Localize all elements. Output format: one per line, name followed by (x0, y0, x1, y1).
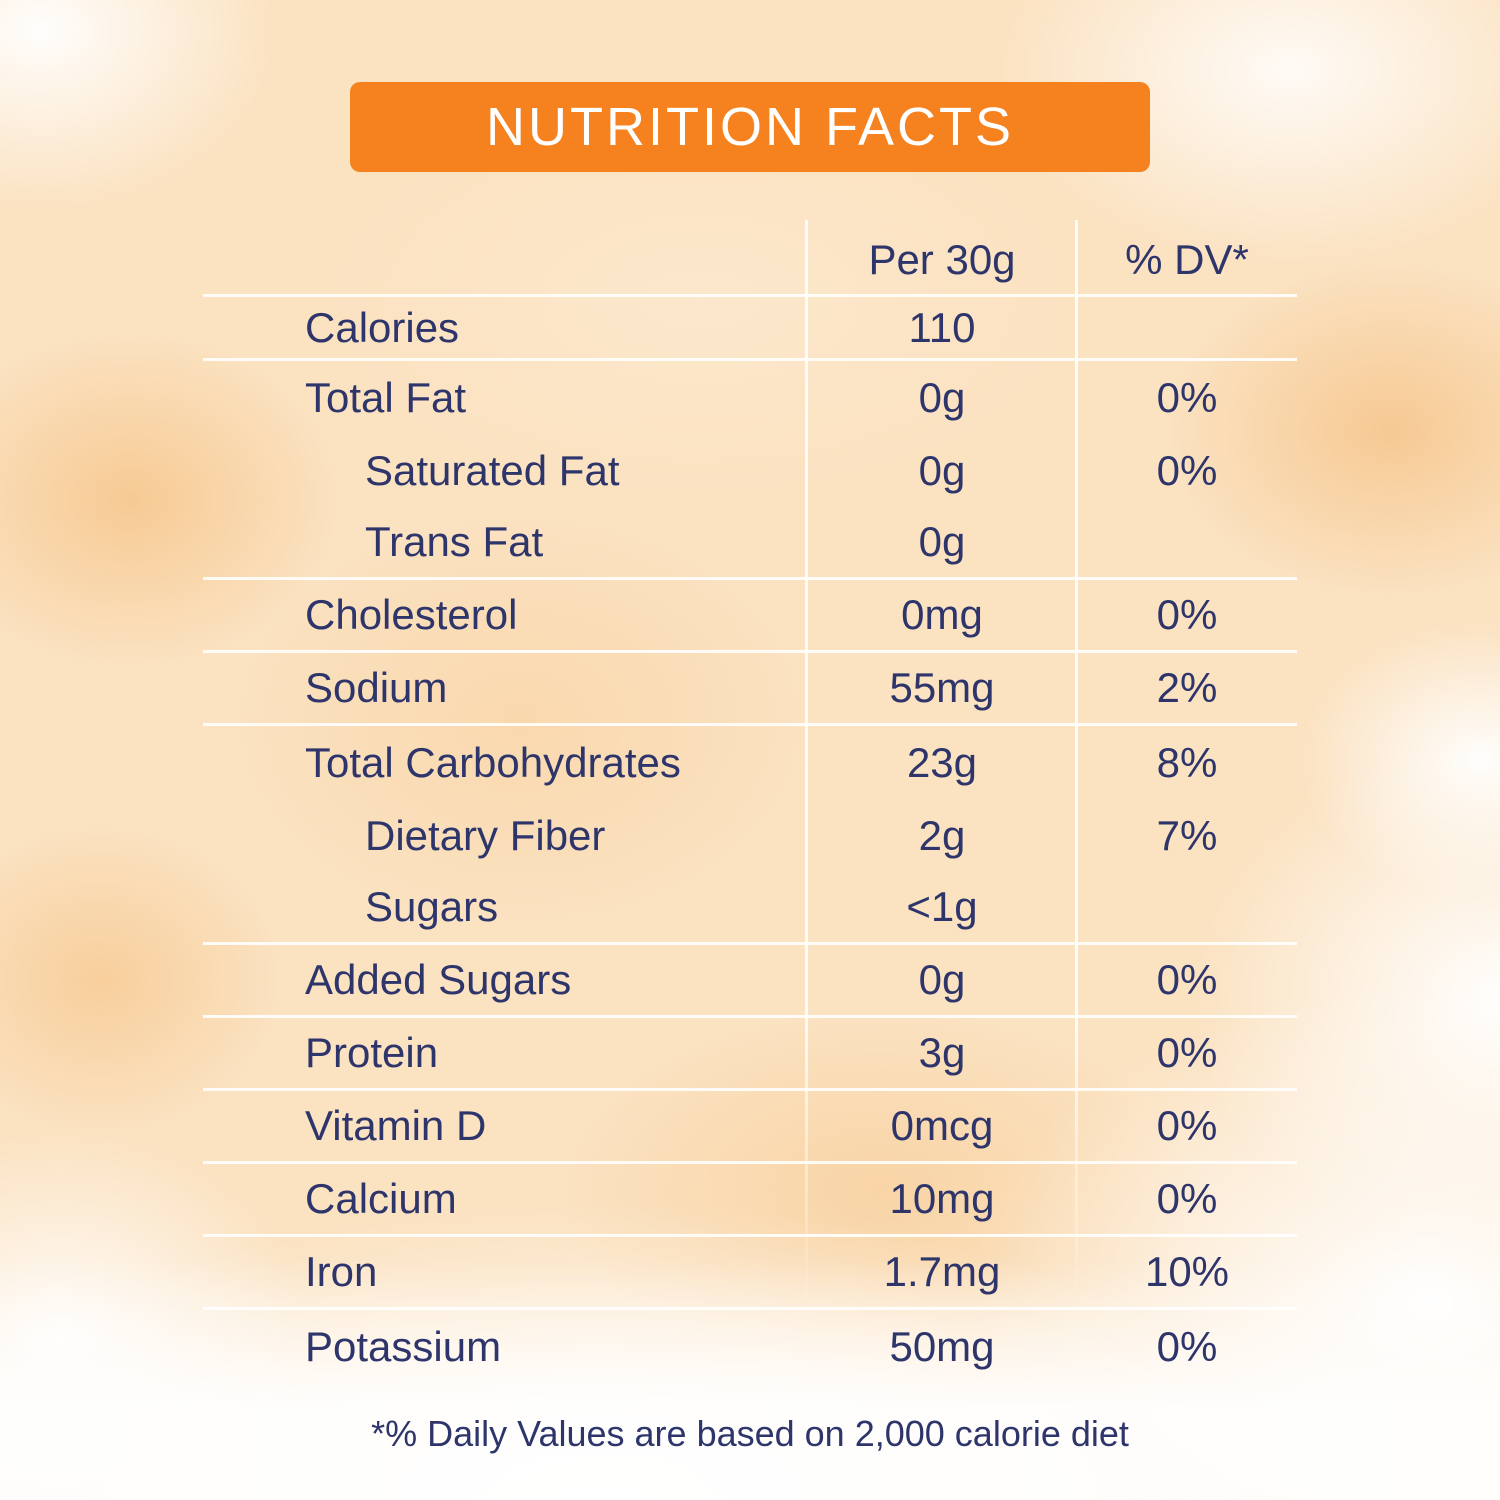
row-dv: 0% (1156, 373, 1218, 421)
table-row: Dietary Fiber 2g 7% (203, 799, 1297, 872)
table-row: Iron 1.7mg 10% (203, 1237, 1297, 1310)
table-rows: Calories 110 Total Fat 0g 0% Saturated F… (203, 297, 1297, 1383)
row-amount: 3g (918, 1029, 966, 1076)
title-banner: NUTRITION FACTS (350, 82, 1150, 172)
table-header-row: Per 30g % DV* (203, 225, 1297, 297)
header-amount-cell: Per 30g (868, 235, 1016, 283)
row-label: Calories (305, 303, 460, 351)
row-dv: 0% (1156, 956, 1218, 1003)
table-row: Vitamin D 0mcg 0% (203, 1091, 1297, 1164)
row-label: Total Carbohydrates (305, 738, 681, 786)
table-row: Sugars <1g (203, 872, 1297, 945)
table-row: Calories 110 (203, 297, 1297, 361)
row-amount: 1.7mg (883, 1248, 1001, 1295)
row-label: Vitamin D (305, 1102, 487, 1149)
row-amount: 0g (918, 518, 966, 565)
footnote: *% Daily Values are based on 2,000 calor… (371, 1413, 1129, 1454)
row-label: Sugars (365, 883, 499, 930)
row-amount: 0g (918, 446, 966, 494)
row-label: Potassium (305, 1322, 502, 1370)
row-dv: 10% (1144, 1248, 1230, 1295)
row-amount: 0g (918, 956, 966, 1003)
table-row: Added Sugars 0g 0% (203, 945, 1297, 1018)
table-row: Total Carbohydrates 23g 8% (203, 726, 1297, 799)
row-amount: 2g (918, 811, 966, 859)
row-dv: 0% (1156, 1029, 1218, 1076)
row-amount: 0mcg (890, 1102, 994, 1149)
page-title: NUTRITION FACTS (486, 97, 1014, 157)
row-amount: 50mg (889, 1322, 995, 1370)
column-divider-amount (805, 220, 808, 1310)
table-row: Potassium 50mg 0% (203, 1310, 1297, 1383)
header-dv-cell: % DV* (1125, 235, 1249, 283)
row-label: Protein (305, 1029, 439, 1076)
table-row: Cholesterol 0mg 0% (203, 580, 1297, 653)
nutrition-table: Per 30g % DV* Calories 110 Total Fat 0g … (203, 220, 1297, 1383)
row-amount: 55mg (889, 664, 995, 711)
table-row: Saturated Fat 0g 0% (203, 434, 1297, 507)
row-dv: 7% (1156, 811, 1218, 859)
row-amount: 23g (906, 738, 978, 786)
row-label: Iron (305, 1248, 378, 1295)
row-dv: 0% (1156, 1175, 1218, 1222)
row-label: Cholesterol (305, 591, 518, 638)
row-dv: 0% (1156, 1102, 1218, 1149)
row-label: Dietary Fiber (365, 811, 606, 859)
column-divider-dv (1075, 220, 1078, 1310)
row-amount: 110 (908, 303, 976, 351)
row-dv: 0% (1156, 591, 1218, 638)
row-dv: 8% (1156, 738, 1218, 786)
table-row: Calcium 10mg 0% (203, 1164, 1297, 1237)
row-amount: 10mg (889, 1175, 995, 1222)
row-label: Total Fat (305, 373, 467, 421)
table-row: Trans Fat 0g (203, 507, 1297, 580)
row-label: Calcium (305, 1175, 457, 1222)
row-dv: 0% (1156, 1322, 1218, 1370)
table-row: Sodium 55mg 2% (203, 653, 1297, 726)
row-label: Trans Fat (365, 518, 544, 565)
row-dv: 2% (1156, 664, 1218, 711)
table-row: Total Fat 0g 0% (203, 361, 1297, 434)
row-amount: 0mg (901, 591, 983, 638)
table-row: Protein 3g 0% (203, 1018, 1297, 1091)
row-label: Added Sugars (305, 956, 572, 1003)
row-dv: 0% (1156, 446, 1218, 494)
row-amount: 0g (918, 373, 966, 421)
row-amount: <1g (906, 883, 978, 930)
row-label: Saturated Fat (365, 446, 620, 494)
row-label: Sodium (305, 664, 448, 711)
